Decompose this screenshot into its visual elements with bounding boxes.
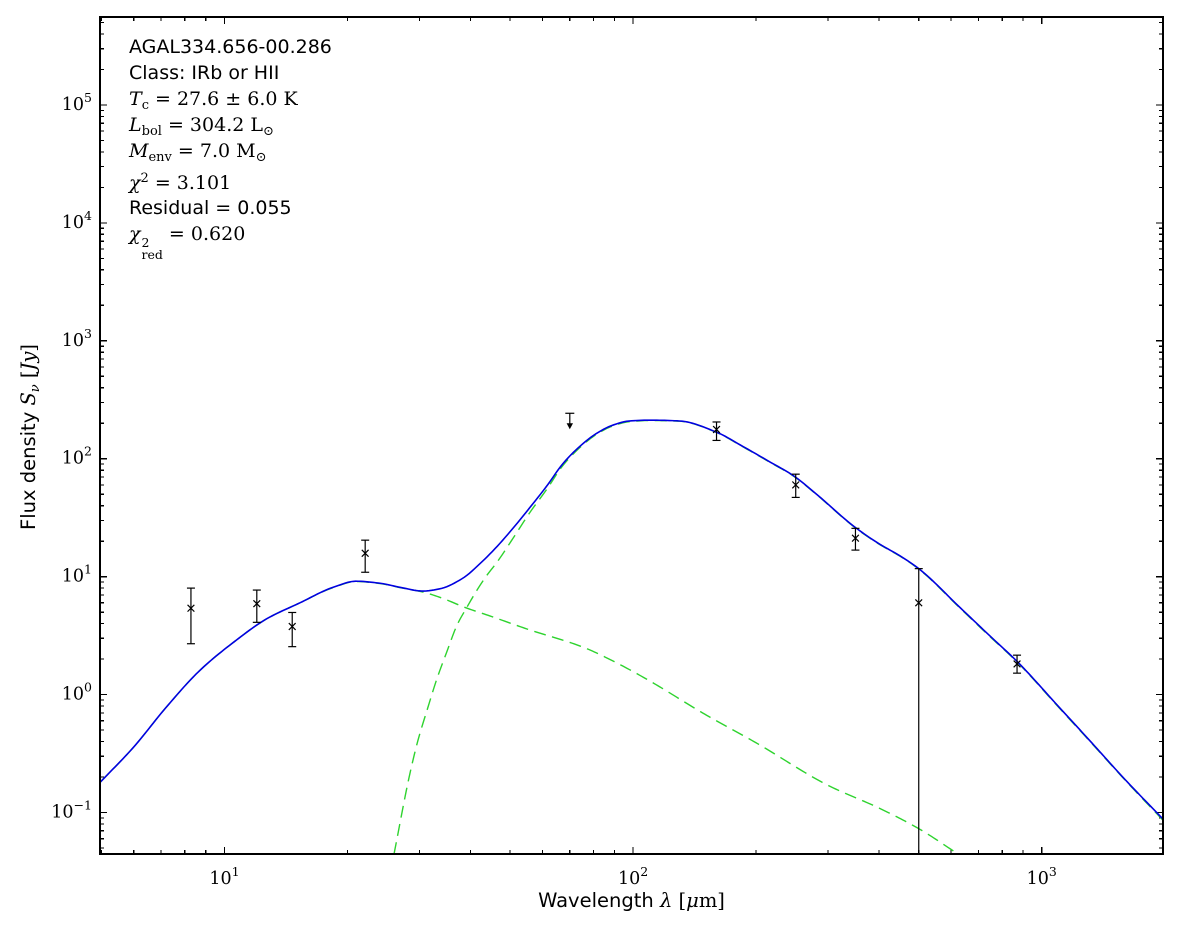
model-total-curve	[99, 419, 1164, 820]
x-tick-label: 102	[618, 864, 648, 889]
annotation-block: AGAL334.656-00.286 Class: IRb or HII Tc = …	[129, 36, 332, 260]
annotation-line: Lbol = 304.2 L⊙	[129, 114, 332, 140]
annotation-line: χ2 = 3.101	[129, 171, 332, 197]
text-segment: m]	[698, 889, 725, 912]
data-points-group	[186, 421, 1022, 854]
text-segment: = 304.2 L	[161, 114, 263, 136]
warm-component-curve	[99, 580, 959, 855]
text-segment: ⊙	[263, 124, 274, 139]
text-segment: T	[129, 88, 142, 110]
y-tick-label: 101	[62, 562, 92, 587]
annotation-line: AGAL334.656-00.286	[129, 36, 332, 62]
text-segment: = 27.6 ± 6.0 K	[148, 88, 298, 110]
chi-squared-stack: 2 red	[141, 235, 163, 262]
plot-frame	[99, 16, 1164, 855]
annotation-line: χ 2 red = 0.620	[129, 223, 332, 260]
text-segment: bol	[141, 124, 162, 139]
text-segment: = 0.620	[162, 223, 246, 245]
text-segment: S	[17, 392, 40, 406]
data-point	[851, 527, 860, 551]
text-segment: c	[141, 98, 149, 113]
text-segment: M	[129, 140, 149, 162]
y-tick-label: 10−1	[51, 798, 92, 823]
data-point	[914, 568, 923, 854]
upper-limit-marker	[565, 412, 575, 430]
text-segment: Residual = 0.055	[129, 197, 292, 219]
data-point	[361, 539, 370, 573]
x-axis-label: Wavelength λ [μm]	[100, 889, 1163, 912]
text-segment: L	[129, 114, 142, 136]
data-point	[186, 587, 195, 645]
text-segment: [	[672, 889, 687, 912]
text-segment: χ	[129, 172, 141, 194]
annotation-line: Class: IRb or HII	[129, 62, 332, 88]
text-segment: = 7.0 M	[171, 140, 256, 162]
annotation-line: Residual = 0.055	[129, 197, 332, 223]
data-point	[1013, 654, 1022, 674]
y-tick-label: 103	[62, 326, 92, 351]
text-segment: λ	[659, 889, 673, 912]
text-segment: env	[148, 150, 172, 165]
y-tick-label: 100	[62, 680, 92, 705]
annotation-line: Menv = 7.0 M⊙	[129, 140, 332, 166]
text-segment: Class: IRb or HII	[129, 62, 280, 84]
y-axis-label: Flux density Sν [Jy]	[17, 344, 43, 530]
text-segment: Jy	[17, 351, 40, 371]
cold-component-curve	[393, 419, 1164, 855]
y-tick-label: 105	[62, 90, 92, 115]
text-segment: Wavelength	[538, 889, 660, 912]
data-point	[712, 421, 721, 442]
text-segment: ν	[28, 384, 43, 393]
text-segment: = 3.101	[148, 172, 232, 194]
text-segment: ]	[17, 344, 40, 352]
text-segment: Flux density	[17, 405, 40, 530]
text-segment: μ	[686, 889, 699, 912]
text-segment: [	[17, 370, 40, 385]
data-point	[791, 473, 800, 499]
y-tick-label: 102	[62, 444, 92, 469]
annotation-line: Tc = 27.6 ± 6.0 K	[129, 88, 332, 114]
y-tick-label: 104	[62, 208, 92, 233]
x-tick-label: 101	[209, 864, 239, 889]
data-point	[252, 589, 261, 623]
text-segment: ⊙	[255, 150, 267, 165]
text-segment: AGAL334.656-00.286	[129, 36, 332, 58]
text-segment: 2	[140, 171, 149, 186]
text-segment: χ	[129, 223, 141, 245]
data-point	[288, 611, 297, 648]
x-tick-label: 103	[1027, 864, 1057, 889]
